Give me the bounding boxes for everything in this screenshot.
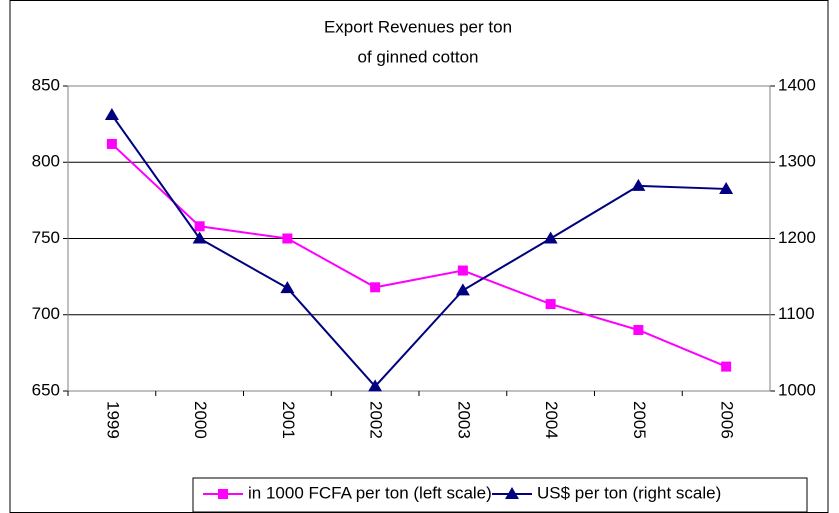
marker <box>719 181 734 194</box>
marker <box>106 138 117 149</box>
marker <box>104 107 119 120</box>
marker <box>368 379 383 392</box>
legend-marker <box>505 487 519 499</box>
x-tick-label: 2005 <box>630 401 649 439</box>
marker <box>631 178 646 191</box>
y-tick-label: 850 <box>32 75 60 94</box>
y-tick-label: 750 <box>32 228 60 247</box>
marker <box>457 265 468 276</box>
marker <box>455 283 470 296</box>
y2-tick-label: 1000 <box>778 380 816 399</box>
series-line <box>111 143 727 368</box>
marker <box>280 281 295 294</box>
x-tick-label: 2000 <box>191 401 210 439</box>
y-tick-label: 700 <box>32 304 60 323</box>
marker <box>192 231 207 244</box>
x-tick-label: 2003 <box>454 401 473 439</box>
y2-tick-label: 1400 <box>778 75 816 94</box>
marker <box>545 299 556 310</box>
legend-marker <box>218 489 228 499</box>
x-tick-label: 2006 <box>718 401 737 439</box>
chart-title: of ginned cotton <box>358 47 479 66</box>
marker <box>633 325 644 335</box>
series-line <box>111 114 727 388</box>
legend-label: US$ per ton (right scale) <box>537 483 721 502</box>
marker <box>282 233 293 244</box>
x-tick-label: 2001 <box>279 401 298 439</box>
chart-title: Export Revenues per ton <box>324 17 512 36</box>
x-tick-label: 2002 <box>367 401 386 439</box>
y2-tick-label: 1200 <box>778 228 816 247</box>
y-tick-label: 800 <box>32 152 60 171</box>
marker <box>721 361 732 372</box>
marker <box>370 282 381 293</box>
marker <box>543 231 558 244</box>
y2-tick-label: 1300 <box>778 152 816 171</box>
x-tick-label: 2004 <box>542 401 561 439</box>
legend-label: in 1000 FCFA per ton (left scale) <box>248 483 492 502</box>
y-tick-label: 650 <box>32 380 60 399</box>
x-tick-label: 1999 <box>103 401 122 439</box>
y2-tick-label: 1100 <box>778 304 815 323</box>
chart-border <box>9 0 829 513</box>
marker <box>194 221 205 232</box>
